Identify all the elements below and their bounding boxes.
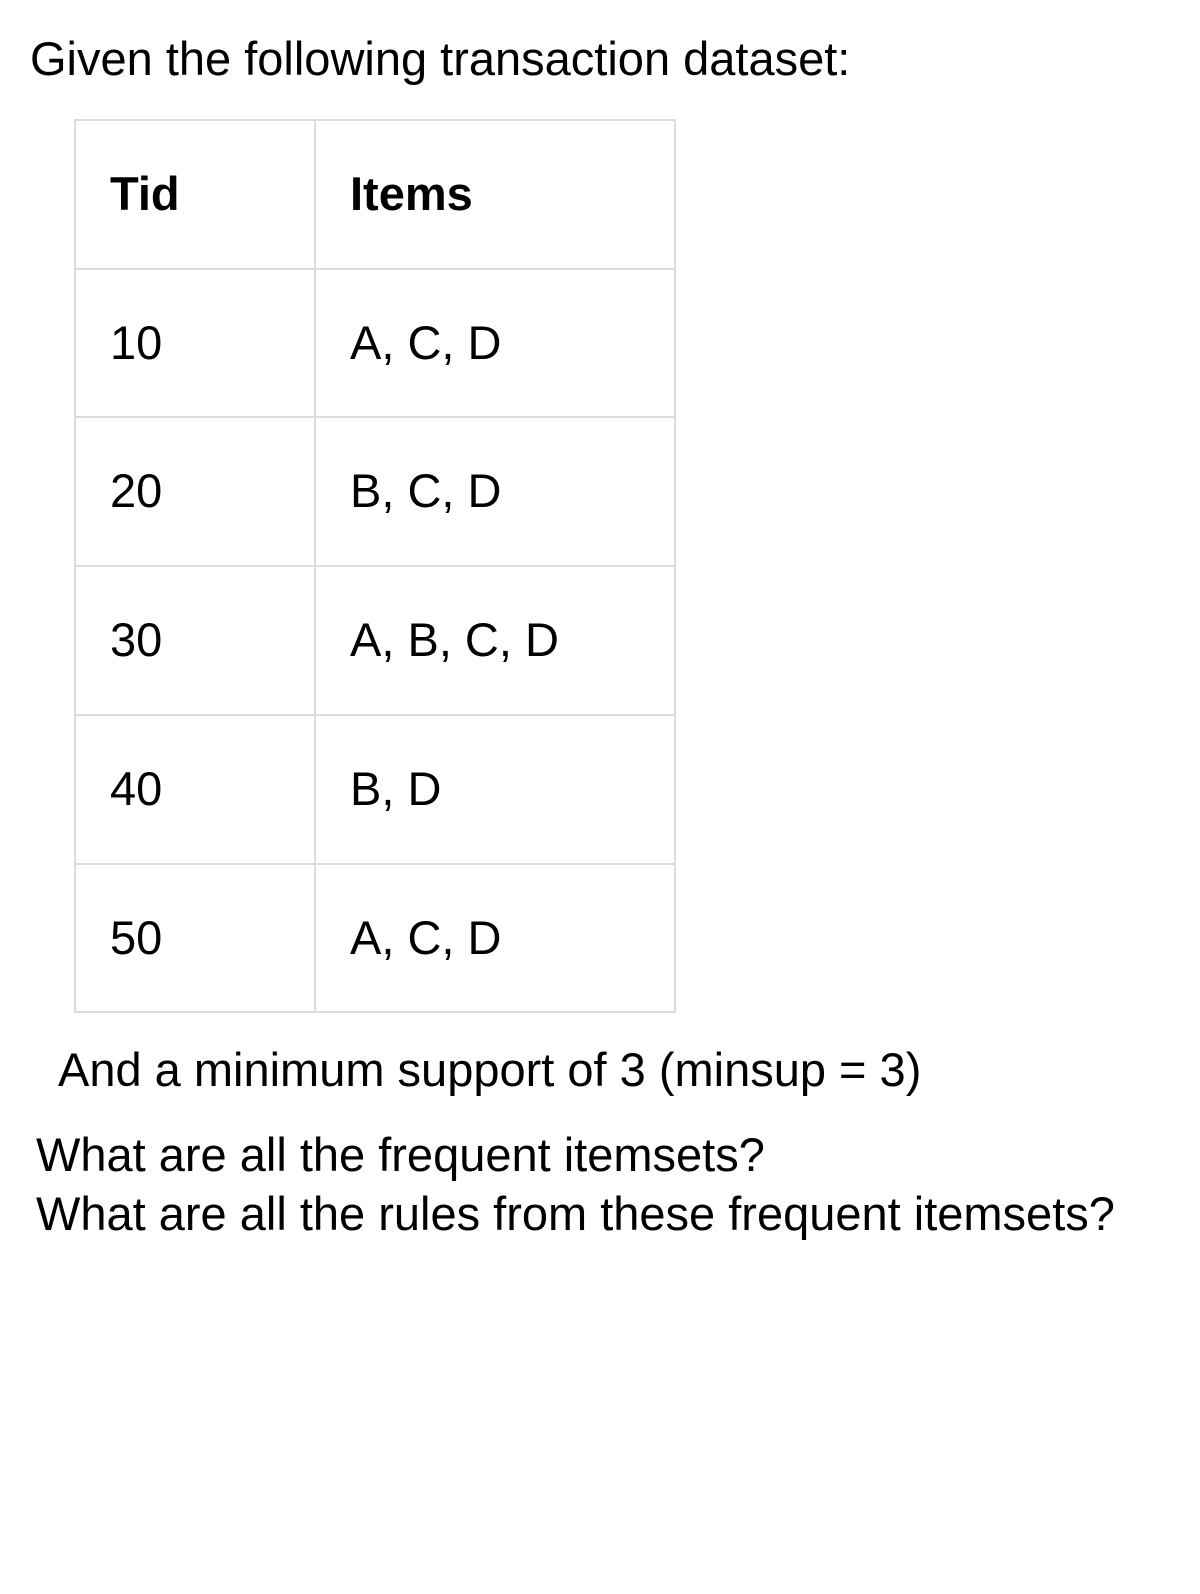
question-1: What are all the frequent itemsets? [36,1126,1170,1185]
cell-items: B, D [315,715,675,864]
table-row: 20 B, C, D [75,417,675,566]
cell-tid: 30 [75,566,315,715]
table-header-row: Tid Items [75,120,675,269]
column-header-tid: Tid [75,120,315,269]
table-row: 30 A, B, C, D [75,566,675,715]
question-2: What are all the rules from these freque… [36,1185,1170,1244]
cell-items: B, C, D [315,417,675,566]
cell-tid: 20 [75,417,315,566]
cell-items: A, C, D [315,269,675,418]
table-row: 10 A, C, D [75,269,675,418]
cell-tid: 50 [75,864,315,1013]
minsup-text: And a minimum support of 3 (minsup = 3) [58,1041,1170,1100]
table-row: 50 A, C, D [75,864,675,1013]
transaction-table: Tid Items 10 A, C, D 20 B, C, D 30 A, B,… [74,119,676,1014]
table-row: 40 B, D [75,715,675,864]
cell-items: A, B, C, D [315,566,675,715]
cell-tid: 40 [75,715,315,864]
questions-block: What are all the frequent itemsets? What… [36,1126,1170,1244]
intro-text: Given the following transaction dataset: [30,30,1170,89]
column-header-items: Items [315,120,675,269]
cell-tid: 10 [75,269,315,418]
cell-items: A, C, D [315,864,675,1013]
